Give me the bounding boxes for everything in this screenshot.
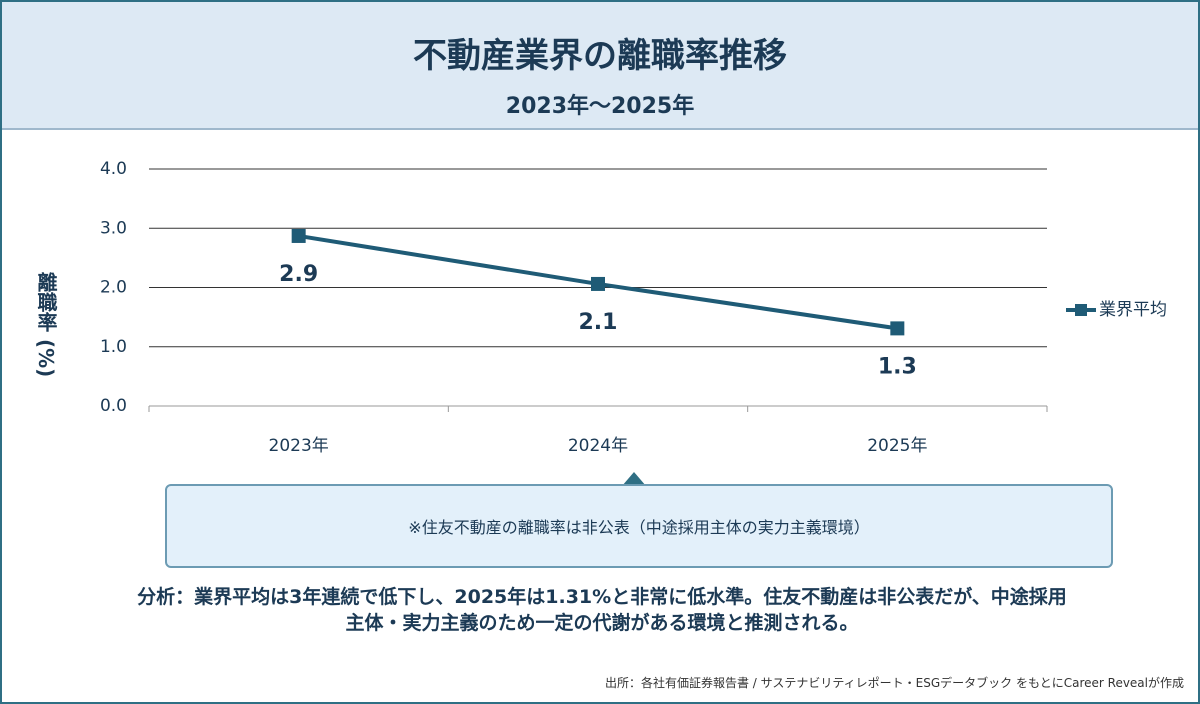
x-tick-label: 2025年 [867, 436, 927, 456]
legend-label: 業界平均 [1099, 300, 1167, 320]
note-pointer [622, 472, 646, 486]
x-tick-label: 2024年 [568, 436, 628, 456]
y-axis-label: 離職率 (%) [34, 272, 58, 378]
y-tick-label: 1.0 [100, 337, 127, 357]
marker [890, 321, 905, 336]
y-tick-label: 4.0 [100, 159, 127, 179]
y-tick-label: 3.0 [100, 218, 127, 238]
x-tick-label: 2023年 [269, 436, 329, 456]
subtitle: 2023年〜2025年 [505, 94, 695, 119]
note: ※住友不動産の離職率は非公表（中途採用主体の実力主義環境） [165, 484, 1113, 568]
y-tick-label: 2.0 [100, 278, 127, 298]
data-label: 2.9 [279, 262, 318, 287]
analysis: 分析：業界平均は3年連続で低下し、2025年は1.31%と非常に低水準。住友不動… [137, 586, 1067, 634]
data-label: 2.1 [579, 310, 618, 335]
marker [591, 276, 605, 291]
y-tick-label: 0.0 [100, 396, 127, 416]
legend-marker [1075, 304, 1087, 316]
source: 出所：各社有価証券報告書 / サステナビリティレポート・ESGデータブック をも… [604, 676, 1184, 690]
data-label: 1.3 [878, 354, 917, 379]
marker [291, 228, 306, 243]
header: 不動産業界の離職率推移 2023年〜2025年 [2, 2, 1198, 130]
title: 不動産業界の離職率推移 [413, 36, 787, 76]
